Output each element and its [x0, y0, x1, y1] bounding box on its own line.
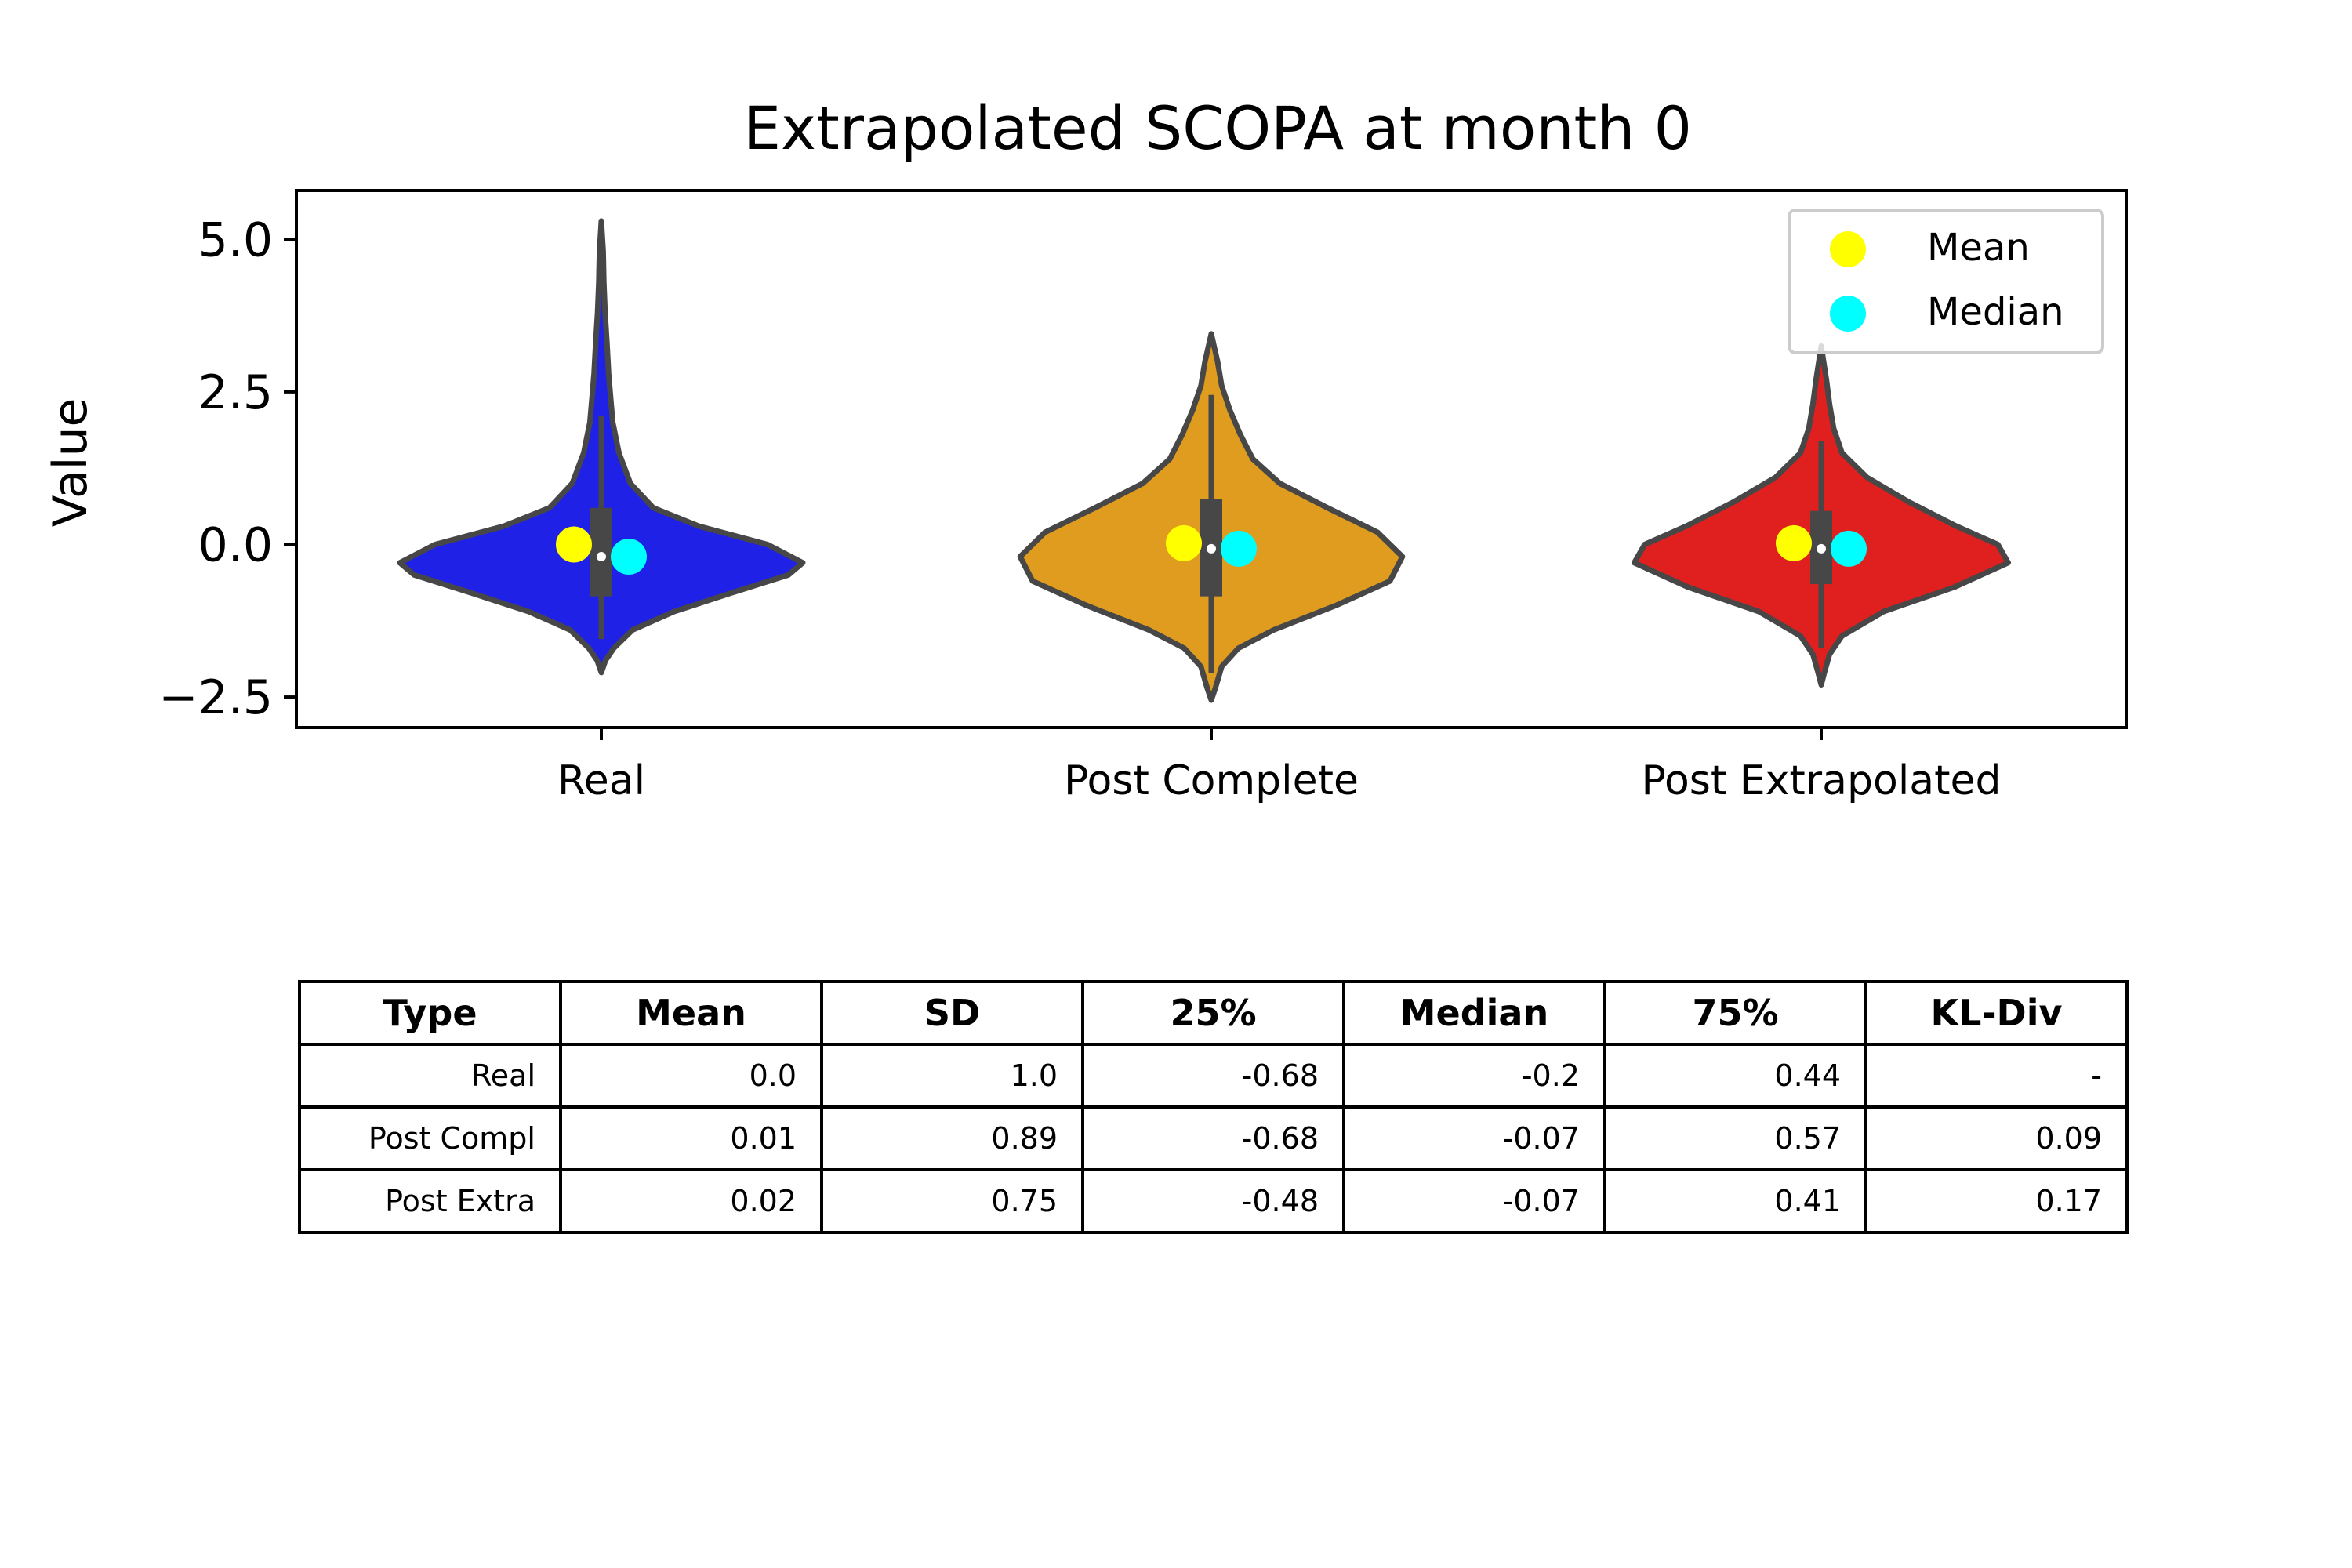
median-marker — [1831, 530, 1867, 567]
table-cell: -0.48 — [1081, 1168, 1345, 1234]
table-row: Post Compl 0.01 0.89 -0.68 -0.07 0.57 0.… — [298, 1105, 2129, 1171]
table-cell: -0.68 — [1081, 1105, 1345, 1171]
legend: Mean Median — [1788, 209, 2104, 354]
table-cell: 1.0 — [820, 1043, 1084, 1109]
table-row: Post Extra 0.02 0.75 -0.48 -0.07 0.41 0.… — [298, 1168, 2129, 1234]
legend-mean-label: Mean — [1927, 226, 2030, 270]
table-cell: Real — [298, 1043, 562, 1109]
legend-frame — [1788, 209, 2104, 354]
x-tick-label: Post Extrapolated — [1641, 757, 2001, 804]
y-tick-label: 2.5 — [198, 365, 273, 420]
plot-frame — [295, 189, 2128, 729]
table-row: Real 0.0 1.0 -0.68 -0.2 0.44 - — [298, 1043, 2129, 1109]
header-median: Median — [1342, 980, 1606, 1046]
table-cell: - — [1864, 1043, 2129, 1109]
mean-marker — [1776, 524, 1812, 561]
table-cell: 0.0 — [559, 1043, 823, 1109]
table-cell: 0.75 — [820, 1168, 1084, 1234]
y-tick-label: −2.5 — [158, 670, 273, 725]
header-sd: SD — [820, 980, 1084, 1046]
table-cell: Post Extra — [298, 1168, 562, 1234]
median-marker — [611, 539, 647, 575]
table-header-row: Type Mean SD 25% Median 75% KL-Div — [298, 980, 2129, 1046]
header-75: 75% — [1603, 980, 1867, 1046]
mean-marker — [556, 526, 592, 563]
table-cell: -0.68 — [1081, 1043, 1345, 1109]
legend-median-marker — [1830, 296, 1866, 332]
table-cell: 0.01 — [559, 1105, 823, 1171]
x-tick-label: Real — [557, 757, 645, 804]
stats-table: Type Mean SD 25% Median 75% KL-Div Real … — [298, 980, 2129, 1234]
table-cell: 0.02 — [559, 1168, 823, 1234]
violins-layer — [397, 218, 2011, 703]
table-cell: 0.41 — [1603, 1168, 1867, 1234]
axis-ticks: Real Post Complete Post Extrapolated −2.5 0.… — [158, 212, 2001, 804]
table-cell: -0.07 — [1342, 1105, 1606, 1171]
mean-marker — [1166, 524, 1202, 561]
violin-median-dot — [1207, 543, 1216, 554]
violin-median-dot — [1817, 543, 1826, 554]
table-cell: 0.44 — [1603, 1043, 1867, 1109]
header-mean: Mean — [559, 980, 823, 1046]
y-tick-label: 5.0 — [198, 212, 273, 267]
chart-title: Extrapolated SCOPA at month 0 — [743, 93, 1692, 163]
violin-median-dot — [597, 552, 606, 562]
x-tick-label: Post Complete — [1064, 757, 1359, 804]
legend-mean-marker — [1830, 231, 1866, 267]
header-25: 25% — [1081, 980, 1345, 1046]
table-cell: Post Compl — [298, 1105, 562, 1171]
table-cell: 0.09 — [1864, 1105, 2129, 1171]
median-marker — [1221, 530, 1257, 567]
y-axis-label: Value — [43, 398, 98, 528]
table-cell: -0.2 — [1342, 1043, 1606, 1109]
header-kl-div: KL-Div — [1864, 980, 2129, 1046]
legend-median-label: Median — [1927, 290, 2064, 334]
y-tick-label: 0.0 — [198, 517, 273, 572]
table-cell: 0.17 — [1864, 1168, 2129, 1234]
table-cell: -0.07 — [1342, 1168, 1606, 1234]
table-cell: 0.89 — [820, 1105, 1084, 1171]
table-cell: 0.57 — [1603, 1105, 1867, 1171]
header-type: Type — [298, 980, 562, 1046]
